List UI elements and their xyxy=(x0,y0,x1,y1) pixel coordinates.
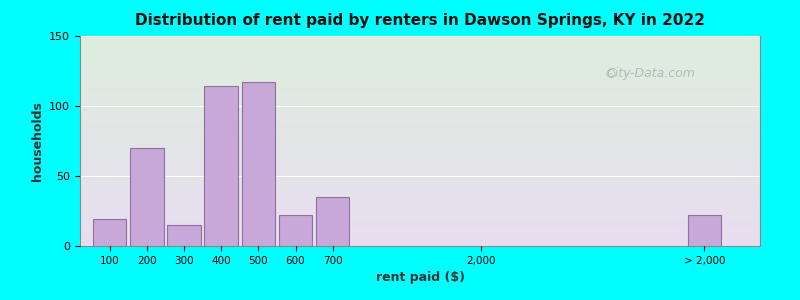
Bar xyxy=(93,219,126,246)
Bar xyxy=(167,225,201,246)
Bar xyxy=(316,197,350,246)
Bar xyxy=(278,215,312,246)
Bar xyxy=(205,86,238,246)
Title: Distribution of rent paid by renters in Dawson Springs, KY in 2022: Distribution of rent paid by renters in … xyxy=(135,13,705,28)
X-axis label: rent paid ($): rent paid ($) xyxy=(375,271,465,284)
Bar xyxy=(242,82,275,246)
Text: City-Data.com: City-Data.com xyxy=(606,67,696,80)
Text: ⊙: ⊙ xyxy=(605,67,616,81)
Y-axis label: households: households xyxy=(30,101,44,181)
Bar xyxy=(130,148,164,246)
Bar xyxy=(687,215,721,246)
